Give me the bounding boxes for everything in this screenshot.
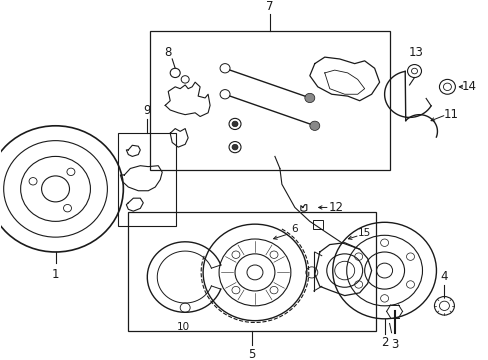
Circle shape [309, 121, 319, 130]
Bar [312, 220, 322, 229]
Text: 2: 2 [380, 337, 387, 350]
Text: 9: 9 [143, 104, 151, 117]
Text: 7: 7 [265, 0, 273, 13]
Text: 3: 3 [390, 338, 397, 351]
Text: 5: 5 [248, 347, 255, 360]
Text: 15: 15 [357, 228, 370, 238]
Bar [118, 133, 176, 226]
Bar [128, 212, 375, 331]
Text: 6: 6 [291, 224, 298, 234]
Text: 14: 14 [461, 80, 476, 93]
Circle shape [232, 144, 238, 150]
Text: 12: 12 [327, 201, 343, 214]
Bar [150, 31, 389, 170]
Circle shape [232, 121, 238, 127]
Text: 11: 11 [443, 108, 458, 121]
Text: 10: 10 [176, 322, 189, 332]
Text: 4: 4 [440, 270, 447, 283]
Text: 13: 13 [408, 46, 423, 59]
Text: 8: 8 [164, 46, 172, 59]
Text: 1: 1 [52, 268, 59, 281]
Circle shape [304, 93, 314, 103]
